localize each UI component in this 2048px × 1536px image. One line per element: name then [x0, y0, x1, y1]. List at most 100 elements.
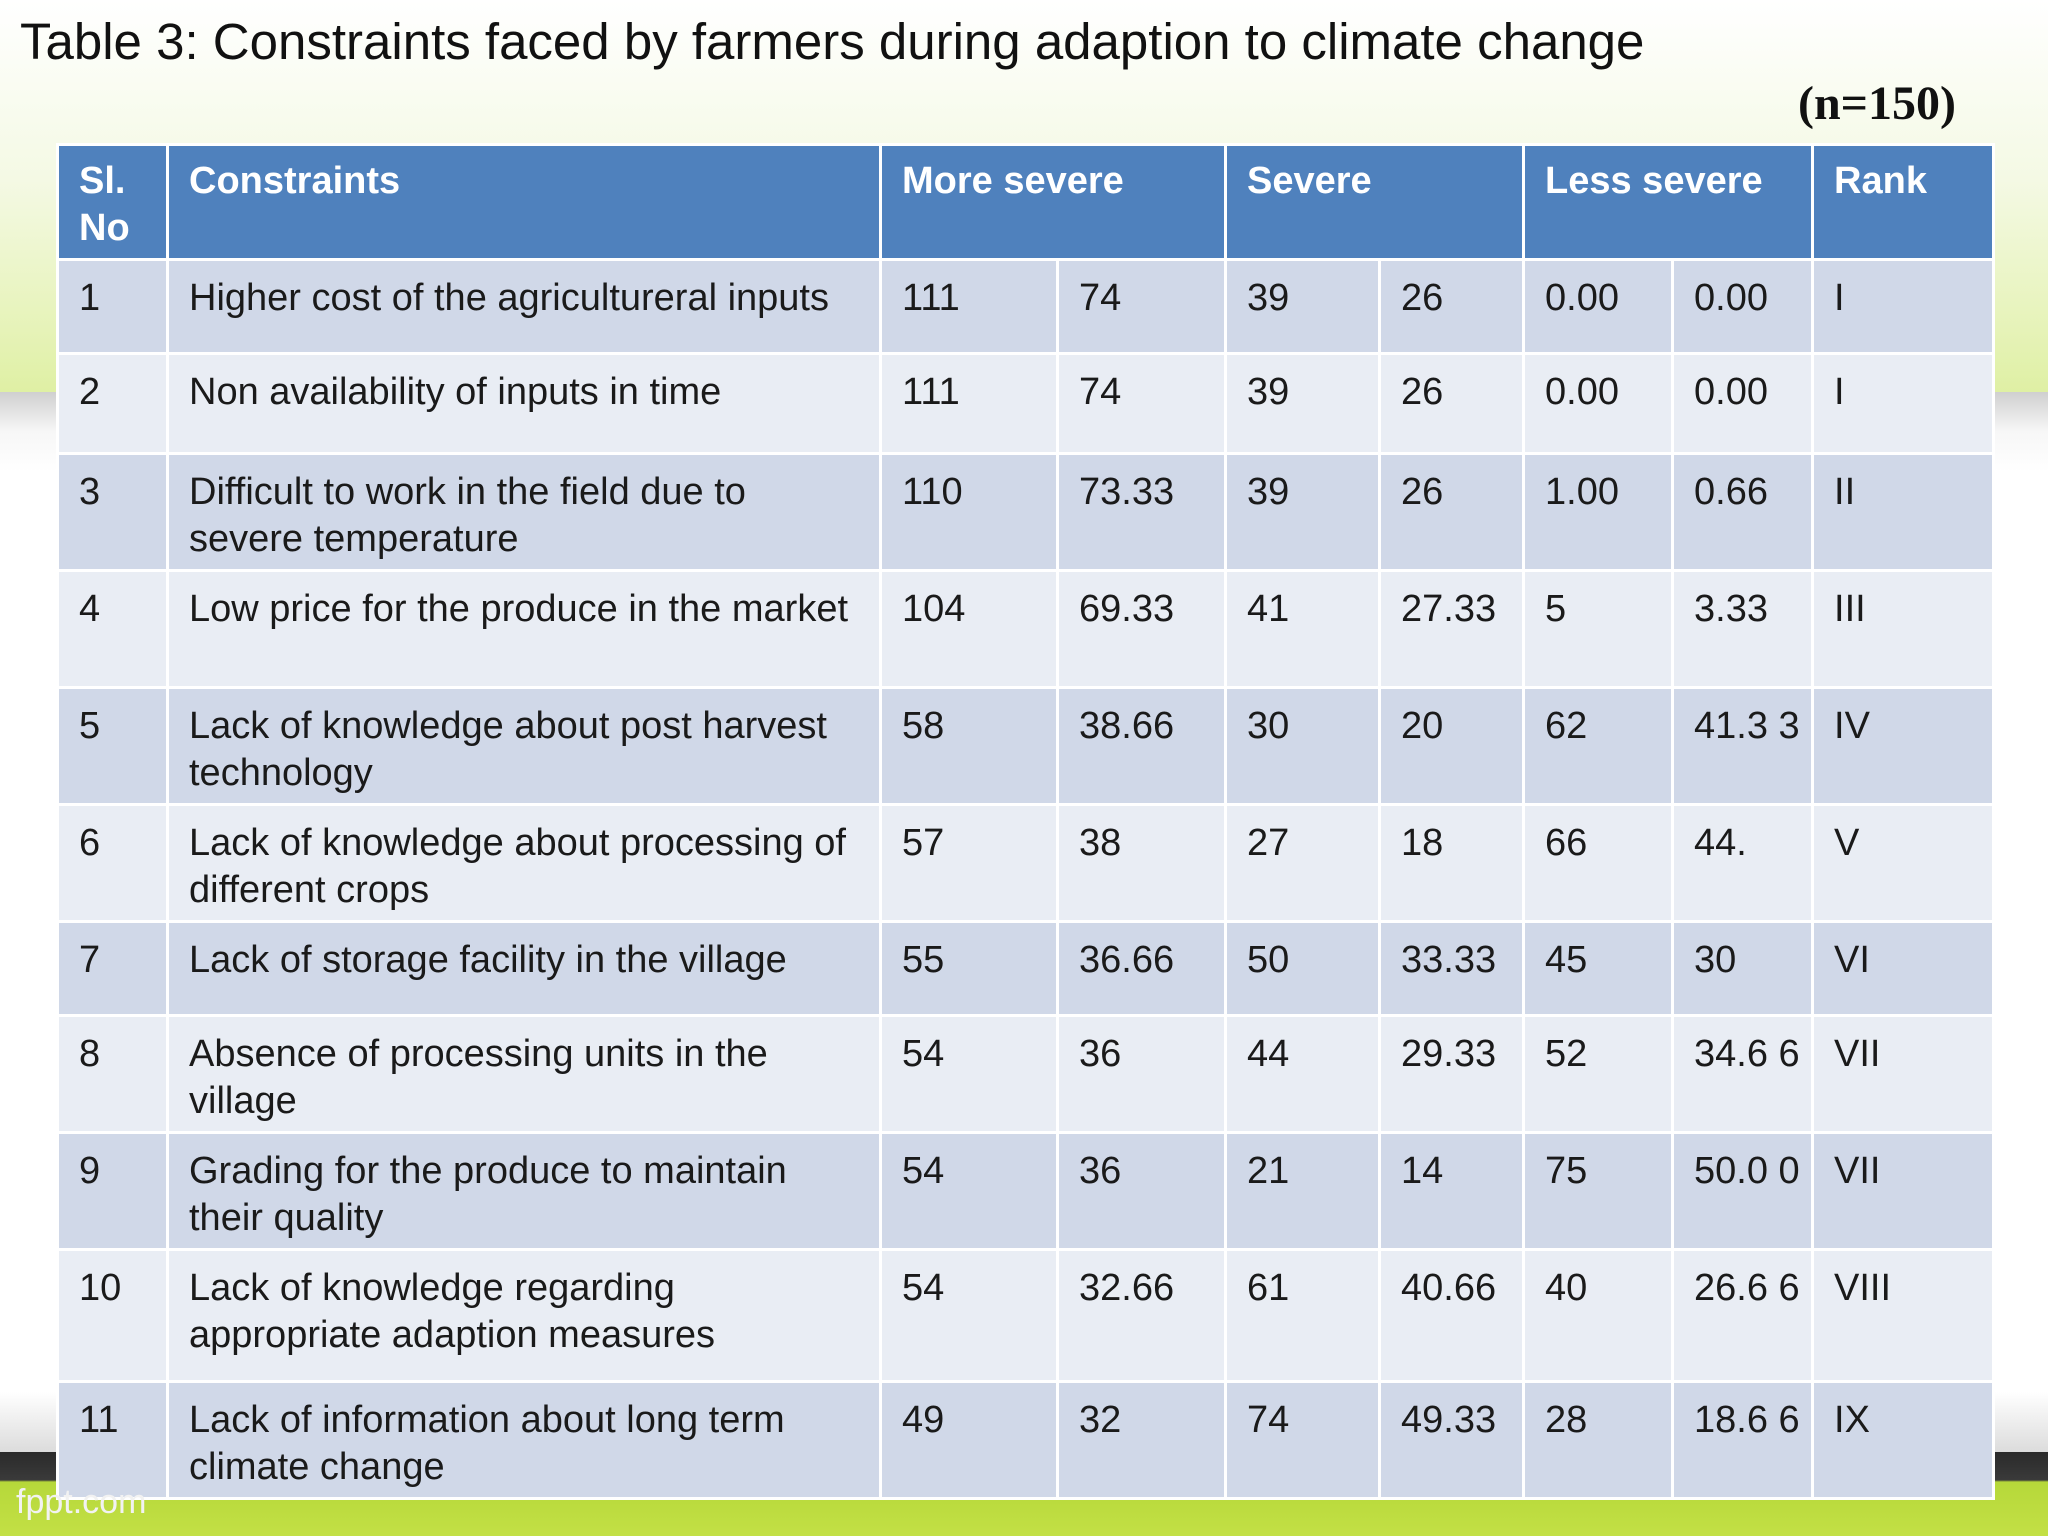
cell-more-severe-percent: 73.33 [1056, 452, 1227, 572]
header-constraints: Constraints [166, 143, 882, 261]
table-row: 7 Lack of storage facility in the village… [56, 920, 1996, 1017]
cell-sl-no: 11 [56, 1380, 169, 1500]
cell-more-severe-percent: 69.33 [1056, 569, 1227, 689]
table-row: 2 Non availability of inputs in time 111 74… [56, 352, 1996, 455]
cell-less-severe-percent: 26.6 6 [1671, 1248, 1815, 1383]
cell-less-severe-count: 40 [1522, 1248, 1675, 1383]
brand-logo-text: fppt.com [16, 1483, 147, 1521]
cell-severe-count: 41 [1224, 569, 1381, 689]
cell-severe-count: 30 [1224, 686, 1381, 806]
cell-less-severe-count: 0.00 [1522, 258, 1675, 355]
cell-severe-count: 74 [1224, 1380, 1381, 1500]
cell-constraint: Lack of storage facility in the village [166, 920, 882, 1017]
cell-rank: IX [1811, 1380, 1996, 1500]
cell-less-severe-count: 52 [1522, 1014, 1675, 1134]
cell-less-severe-percent: 18.6 6 [1671, 1380, 1815, 1500]
cell-more-severe-percent: 38 [1056, 803, 1227, 923]
cell-less-severe-count: 62 [1522, 686, 1675, 806]
table-row: 9 Grading for the produce to maintain the… [56, 1131, 1996, 1251]
cell-more-severe-count: 110 [879, 452, 1059, 572]
cell-less-severe-percent: 41.3 3 [1671, 686, 1815, 806]
cell-more-severe-percent: 36.66 [1056, 920, 1227, 1017]
table-row: 3 Difficult to work in the field due to s… [56, 452, 1996, 572]
cell-severe-count: 39 [1224, 352, 1381, 455]
cell-less-severe-percent: 44. [1671, 803, 1815, 923]
cell-less-severe-count: 0.00 [1522, 352, 1675, 455]
table-row: 4 Low price for the produce in the market… [56, 569, 1996, 689]
cell-less-severe-count: 66 [1522, 803, 1675, 923]
cell-less-severe-count: 5 [1522, 569, 1675, 689]
cell-severe-count: 44 [1224, 1014, 1381, 1134]
cell-rank: VI [1811, 920, 1996, 1017]
cell-severe-count: 61 [1224, 1248, 1381, 1383]
cell-severe-percent: 33.33 [1377, 920, 1526, 1017]
cell-constraint: Grading for the produce to maintain thei… [166, 1131, 882, 1251]
cell-more-severe-count: 58 [879, 686, 1059, 806]
cell-severe-percent: 26 [1377, 258, 1526, 355]
cell-more-severe-count: 54 [879, 1248, 1059, 1383]
cell-more-severe-percent: 38.66 [1056, 686, 1227, 806]
cell-rank: VIII [1811, 1248, 1996, 1383]
cell-more-severe-count: 57 [879, 803, 1059, 923]
cell-more-severe-percent: 36 [1056, 1131, 1227, 1251]
cell-severe-count: 39 [1224, 452, 1381, 572]
cell-constraint: Difficult to work in the field due to se… [166, 452, 882, 572]
cell-sl-no: 2 [56, 352, 169, 455]
cell-less-severe-count: 28 [1522, 1380, 1675, 1500]
cell-severe-percent: 20 [1377, 686, 1526, 806]
constraints-table: Sl. No Constraints More severe Severe Le… [56, 143, 1996, 1500]
cell-sl-no: 4 [56, 569, 169, 689]
cell-more-severe-count: 54 [879, 1131, 1059, 1251]
cell-severe-percent: 14 [1377, 1131, 1526, 1251]
slide-title: Table 3: Constraints faced by farmers du… [20, 13, 1645, 70]
cell-severe-percent: 26 [1377, 352, 1526, 455]
cell-severe-percent: 40.66 [1377, 1248, 1526, 1383]
cell-rank: I [1811, 258, 1996, 355]
header-row: Sl. No Constraints More severe Severe Le… [56, 143, 1996, 261]
table-row: 8 Absence of processing units in the vill… [56, 1014, 1996, 1134]
cell-severe-count: 21 [1224, 1131, 1381, 1251]
header-rank: Rank [1811, 143, 1996, 261]
cell-less-severe-percent: 3.33 [1671, 569, 1815, 689]
cell-severe-count: 50 [1224, 920, 1381, 1017]
cell-rank: I [1811, 352, 1996, 455]
cell-less-severe-count: 1.00 [1522, 452, 1675, 572]
cell-rank: VII [1811, 1014, 1996, 1134]
cell-constraint: Lack of knowledge regarding appropriate … [166, 1248, 882, 1383]
cell-more-severe-count: 111 [879, 258, 1059, 355]
cell-more-severe-count: 104 [879, 569, 1059, 689]
cell-less-severe-percent: 50.0 0 [1671, 1131, 1815, 1251]
cell-less-severe-count: 75 [1522, 1131, 1675, 1251]
table-body: 1 Higher cost of the agricultureral input… [56, 258, 1996, 1500]
cell-sl-no: 5 [56, 686, 169, 806]
cell-less-severe-percent: 0.00 [1671, 258, 1815, 355]
cell-severe-percent: 26 [1377, 452, 1526, 572]
cell-constraint: Lack of knowledge about processing of di… [166, 803, 882, 923]
cell-more-severe-percent: 74 [1056, 258, 1227, 355]
cell-rank: III [1811, 569, 1996, 689]
cell-more-severe-count: 49 [879, 1380, 1059, 1500]
cell-severe-count: 39 [1224, 258, 1381, 355]
cell-less-severe-percent: 0.00 [1671, 352, 1815, 455]
cell-sl-no: 9 [56, 1131, 169, 1251]
cell-sl-no: 7 [56, 920, 169, 1017]
cell-severe-percent: 18 [1377, 803, 1526, 923]
cell-constraint: Lack of information about long term clim… [166, 1380, 882, 1500]
cell-severe-percent: 49.33 [1377, 1380, 1526, 1500]
cell-less-severe-percent: 34.6 6 [1671, 1014, 1815, 1134]
table-row: 5 Lack of knowledge about post harvest te… [56, 686, 1996, 806]
cell-sl-no: 1 [56, 258, 169, 355]
cell-constraint: Non availability of inputs in time [166, 352, 882, 455]
table-row: 10 Lack of knowledge regarding appropriat… [56, 1248, 1996, 1383]
header-severe: Severe [1223, 143, 1526, 261]
header-sl-no: Sl. No [56, 143, 169, 261]
cell-more-severe-percent: 32.66 [1056, 1248, 1227, 1383]
cell-more-severe-percent: 74 [1056, 352, 1227, 455]
cell-rank: IV [1811, 686, 1996, 806]
cell-rank: VII [1811, 1131, 1996, 1251]
cell-constraint: Absence of processing units in the villa… [166, 1014, 882, 1134]
cell-less-severe-percent: 30 [1671, 920, 1815, 1017]
cell-severe-percent: 27.33 [1377, 569, 1526, 689]
cell-less-severe-percent: 0.66 [1671, 452, 1815, 572]
table-row: 1 Higher cost of the agricultureral input… [56, 258, 1996, 355]
